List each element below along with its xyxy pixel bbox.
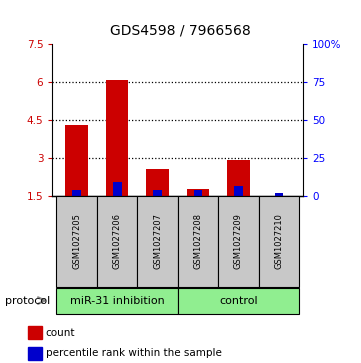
Bar xyxy=(137,196,178,287)
Bar xyxy=(97,196,137,287)
Text: percentile rank within the sample: percentile rank within the sample xyxy=(46,348,222,358)
Text: control: control xyxy=(219,296,258,306)
Bar xyxy=(56,288,178,314)
Bar xyxy=(193,191,203,196)
Bar xyxy=(259,196,299,287)
Text: protocol: protocol xyxy=(5,295,51,306)
Bar xyxy=(147,169,169,196)
Text: GSM1027207: GSM1027207 xyxy=(153,213,162,269)
Text: GSM1027210: GSM1027210 xyxy=(274,213,283,269)
Bar xyxy=(56,196,97,287)
Bar xyxy=(274,193,283,196)
Bar xyxy=(218,196,259,287)
Text: GDS4598 / 7966568: GDS4598 / 7966568 xyxy=(110,24,251,38)
Bar xyxy=(113,182,122,196)
Bar xyxy=(28,326,43,339)
Bar xyxy=(65,125,88,196)
Bar xyxy=(28,347,43,360)
Text: GSM1027208: GSM1027208 xyxy=(193,213,203,269)
Bar xyxy=(234,186,243,196)
Bar xyxy=(227,160,249,196)
Text: miR-31 inhibition: miR-31 inhibition xyxy=(70,296,165,306)
Bar xyxy=(72,191,81,196)
Bar xyxy=(153,191,162,196)
Bar xyxy=(106,80,128,196)
Bar xyxy=(178,196,218,287)
Bar xyxy=(178,288,299,314)
Text: GSM1027206: GSM1027206 xyxy=(113,213,122,269)
Text: GSM1027205: GSM1027205 xyxy=(72,213,81,269)
Bar xyxy=(187,189,209,196)
Text: GSM1027209: GSM1027209 xyxy=(234,213,243,269)
Text: count: count xyxy=(46,327,75,338)
